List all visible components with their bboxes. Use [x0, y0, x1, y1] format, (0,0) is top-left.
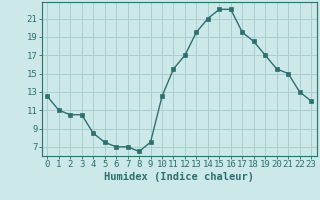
X-axis label: Humidex (Indice chaleur): Humidex (Indice chaleur) [104, 172, 254, 182]
